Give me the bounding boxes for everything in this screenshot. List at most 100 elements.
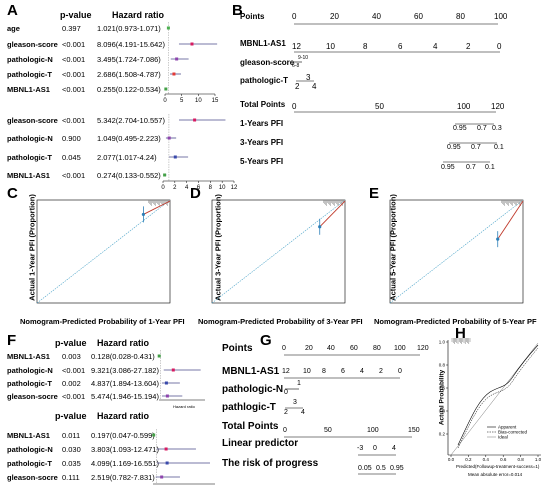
calibration-curve (497, 200, 524, 240)
calibration-frame (211, 199, 346, 304)
h-ideal-line (450, 342, 539, 456)
forest-f-p: 0.111 (62, 473, 80, 482)
cal-d-xlabel: Nomogram-Predicted Probability of 3-Year… (198, 317, 363, 326)
forest-a-pvalue-header: p-value (60, 10, 92, 20)
forest-f-hr: 2.519(0.782-7.831) (91, 473, 155, 482)
forest-a-uni-tick-label: 10 (195, 98, 202, 104)
forest-a-p: <0.001 (62, 55, 86, 64)
nomo-b-gleason-label: gleason-score (240, 58, 295, 67)
forest-a-hr: 0.274(0.133-0.552) (97, 171, 161, 180)
forest-a-var: gleason-score (7, 40, 58, 49)
forest-a-uni-point (190, 42, 194, 46)
nomo-g-points-tick: 20 (305, 345, 313, 352)
forest-a-hr: 1.049(0.495-2.223) (97, 134, 161, 143)
panel-label-e: E (369, 185, 380, 202)
h-x-tick-label: 0.2 (465, 457, 472, 462)
cal-h-footer: Mean absolute error=0.014 (468, 472, 523, 477)
nomo-b-y5-tick: 0.7 (466, 164, 476, 171)
forest-a-hr-header: Hazard ratio (112, 10, 165, 20)
nomo-b-mbnl-tick: 4 (433, 42, 438, 51)
nomo-g-pt-tick: 4 (301, 409, 305, 416)
nomo-b-points-tick: 40 (372, 12, 381, 21)
ideal-line (211, 199, 346, 304)
forest-f-hr: 0.128(0.028-0.431) (91, 352, 155, 361)
nomo-g-points-tick: 100 (394, 345, 406, 352)
forest-f-uni-point (157, 354, 161, 358)
h-x-tick-label: 0.4 (483, 457, 490, 462)
forest-a-hr: 8.096(4.191-15.642) (97, 40, 165, 49)
nomo-b-y1-label: 1-Years PFI (240, 119, 284, 128)
calibration-point (318, 225, 322, 229)
forest-f-var: MBNL1-AS1 (7, 431, 50, 440)
nomo-b-mbnl-tick: 12 (292, 42, 301, 51)
nomo-g-total-tick: 50 (324, 427, 332, 434)
forest-f-p: 0.003 (62, 352, 81, 361)
nomo-b-gleason-tick: 9-10 (298, 55, 309, 61)
forest-f-multi-point (160, 475, 164, 479)
forest-a-hr: 0.255(0.122-0.534) (97, 85, 161, 94)
nomo-b-mbnl-tick: 6 (398, 42, 403, 51)
nomo-g-total-label: Total Points (222, 421, 279, 432)
h-y-tick-label: 1.0 (439, 340, 446, 345)
nomo-b-y1-tick: 0.3 (492, 125, 502, 132)
nomo-b-pt-tick: 3 (306, 73, 311, 82)
calibration-plots (36, 199, 524, 304)
nomo-g-total-tick: 100 (367, 427, 379, 434)
nomo-b-pt-tick: 2 (295, 82, 300, 91)
forest-a-multi-tick-label: 6 (197, 185, 201, 191)
nomo-b-points-tick: 80 (456, 12, 465, 21)
nomo-g-mbnl-label: MBNL1-AS1 (222, 366, 280, 377)
nomo-g-risk-tick: 0.95 (390, 465, 404, 472)
calibration-point (141, 212, 145, 217)
h-y-tick-label: 0.2 (439, 432, 446, 437)
h-x-tick-label: 0.6 (500, 457, 507, 462)
forest-f-pvalue-header-2: p-value (55, 411, 87, 421)
forest-a-uni-point (175, 57, 179, 61)
forest-f-uni-point (165, 394, 169, 398)
forest-f-p: <0.001 (62, 392, 86, 401)
forest-a-p: <0.001 (62, 116, 86, 125)
nomo-b-axis-lines (294, 23, 500, 163)
forest-a-p: 0.397 (62, 24, 81, 33)
cal-h-xlabel: Predicted(Followup-treatment-success=1) (456, 464, 540, 469)
nomo-b-points-tick: 100 (494, 12, 508, 21)
forest-f-hr: 0.197(0.047-0.599) (91, 431, 155, 440)
nomo-g-mbnl-tick: 2 (379, 368, 383, 375)
forest-f-uni-point (171, 368, 175, 372)
nomo-g-pt-label: pathlogic-T (222, 402, 276, 413)
forest-a-multi-tick-label: 8 (209, 185, 213, 191)
panel-label-a: A (7, 2, 18, 19)
nomo-b-total-label: Total Points (240, 100, 286, 109)
nomo-g-pn-label: pathologic-N (222, 384, 284, 395)
forest-f-var: MBNL1-AS1 (7, 352, 50, 361)
nomo-b-y5-label: 5-Years PFI (240, 157, 284, 166)
panel-label-c: C (7, 185, 18, 202)
nomo-b-mbnl-tick: 8 (363, 42, 368, 51)
nomo-b-y1-tick: 0.7 (477, 125, 487, 132)
h-legend-label: Apparent (498, 425, 517, 430)
forest-f-multi-point (164, 447, 168, 451)
panel-label-d: D (190, 185, 201, 202)
nomo-b-total-tick: 120 (491, 102, 505, 111)
nomo-g-points-tick: 60 (350, 345, 358, 352)
nomo-g-points-tick: 120 (417, 345, 429, 352)
nomo-g-lp-tick: 4 (392, 445, 396, 452)
forest-a-p: <0.001 (62, 40, 86, 49)
forest-a-multi-tick-label: 0 (161, 185, 165, 191)
nomo-b-mbnl-tick: 2 (466, 42, 471, 51)
nomo-b-points-label: Points (240, 12, 265, 21)
nomo-b-total-tick: 50 (375, 102, 384, 111)
forest-a-uni-point (172, 72, 176, 76)
forest-a-p: <0.001 (62, 70, 86, 79)
forest-f-multi-point (165, 461, 169, 465)
panel-label-b: B (232, 2, 243, 19)
forest-f-var: gleason-socre (7, 473, 58, 482)
forest-f-hr: 9.321(3.086-27.182) (91, 366, 159, 375)
calibration-frame (389, 199, 524, 304)
calibration-curve (319, 200, 346, 228)
nomo-g-total-tick: 0 (283, 427, 287, 434)
forest-a-multi-tick-label: 2 (173, 185, 177, 191)
nomo-b-y5-tick: 0.1 (485, 164, 495, 171)
nomo-b-y3-tick: 0.7 (471, 144, 481, 151)
